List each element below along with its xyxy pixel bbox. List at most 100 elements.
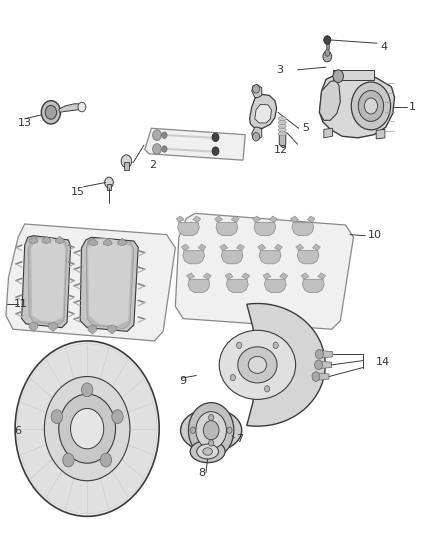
Polygon shape	[145, 128, 245, 160]
Text: 3: 3	[276, 65, 283, 75]
Polygon shape	[49, 322, 57, 332]
Polygon shape	[216, 222, 238, 236]
Polygon shape	[307, 216, 315, 222]
Ellipse shape	[248, 357, 267, 373]
Circle shape	[59, 394, 116, 463]
Polygon shape	[319, 351, 332, 358]
Circle shape	[212, 147, 219, 156]
Polygon shape	[252, 85, 262, 98]
Circle shape	[162, 132, 167, 139]
Text: 7: 7	[237, 434, 244, 445]
Polygon shape	[265, 279, 286, 293]
Circle shape	[323, 51, 332, 62]
Polygon shape	[250, 94, 277, 128]
Circle shape	[333, 70, 343, 83]
Polygon shape	[80, 237, 138, 332]
Ellipse shape	[358, 91, 384, 122]
Polygon shape	[292, 222, 314, 236]
Polygon shape	[302, 279, 324, 293]
Polygon shape	[177, 222, 199, 236]
Circle shape	[100, 453, 112, 467]
Polygon shape	[319, 74, 395, 138]
Ellipse shape	[364, 98, 378, 114]
Text: 15: 15	[71, 187, 85, 197]
Polygon shape	[6, 224, 175, 341]
Circle shape	[45, 106, 57, 119]
Polygon shape	[225, 273, 233, 279]
Polygon shape	[259, 251, 281, 264]
Polygon shape	[86, 238, 134, 329]
Circle shape	[190, 427, 195, 433]
Polygon shape	[301, 273, 309, 279]
Text: 9: 9	[180, 376, 187, 386]
Polygon shape	[231, 216, 239, 222]
Polygon shape	[181, 244, 189, 251]
Polygon shape	[193, 216, 201, 222]
Ellipse shape	[180, 409, 242, 451]
Circle shape	[237, 342, 242, 349]
Text: 13: 13	[18, 118, 32, 128]
Ellipse shape	[219, 330, 296, 399]
Polygon shape	[275, 244, 283, 251]
Polygon shape	[198, 244, 206, 251]
Circle shape	[253, 133, 260, 141]
Circle shape	[162, 146, 167, 152]
Ellipse shape	[279, 124, 286, 128]
Circle shape	[17, 344, 157, 514]
Text: 2: 2	[149, 160, 156, 171]
Circle shape	[152, 144, 161, 155]
Polygon shape	[237, 244, 244, 251]
Polygon shape	[220, 244, 228, 251]
Text: 11: 11	[14, 298, 28, 309]
Circle shape	[41, 101, 60, 124]
Polygon shape	[254, 222, 276, 236]
Polygon shape	[29, 322, 38, 332]
Circle shape	[152, 130, 161, 141]
Polygon shape	[21, 236, 71, 328]
Polygon shape	[319, 80, 340, 120]
Circle shape	[188, 402, 234, 458]
Ellipse shape	[279, 120, 286, 125]
Circle shape	[208, 440, 214, 446]
Circle shape	[208, 414, 214, 421]
Polygon shape	[263, 273, 271, 279]
Ellipse shape	[279, 128, 286, 132]
Circle shape	[227, 427, 232, 433]
Polygon shape	[290, 216, 298, 222]
Bar	[107, 184, 111, 190]
Polygon shape	[42, 236, 51, 244]
Text: 5: 5	[302, 123, 309, 133]
Polygon shape	[242, 273, 250, 279]
Circle shape	[273, 342, 278, 349]
Polygon shape	[255, 104, 272, 123]
Circle shape	[78, 102, 86, 112]
Text: 4: 4	[381, 43, 388, 52]
Circle shape	[230, 374, 236, 381]
Polygon shape	[183, 251, 205, 264]
Ellipse shape	[197, 444, 219, 459]
Polygon shape	[28, 238, 67, 325]
Polygon shape	[318, 273, 325, 279]
Bar	[326, 41, 328, 49]
Circle shape	[112, 410, 123, 424]
Circle shape	[265, 386, 270, 392]
Circle shape	[212, 133, 219, 142]
Polygon shape	[316, 373, 329, 380]
Ellipse shape	[190, 440, 225, 463]
Polygon shape	[221, 251, 243, 264]
Circle shape	[51, 410, 63, 424]
Polygon shape	[88, 238, 132, 326]
Polygon shape	[312, 244, 320, 251]
Polygon shape	[175, 213, 353, 329]
Text: 8: 8	[198, 468, 205, 478]
Circle shape	[121, 155, 132, 167]
Circle shape	[71, 408, 104, 449]
Ellipse shape	[351, 82, 391, 130]
Circle shape	[315, 350, 323, 359]
Polygon shape	[252, 127, 262, 140]
Bar	[124, 163, 129, 169]
Circle shape	[253, 85, 260, 93]
Polygon shape	[88, 325, 97, 334]
Polygon shape	[203, 273, 211, 279]
Polygon shape	[258, 244, 266, 251]
